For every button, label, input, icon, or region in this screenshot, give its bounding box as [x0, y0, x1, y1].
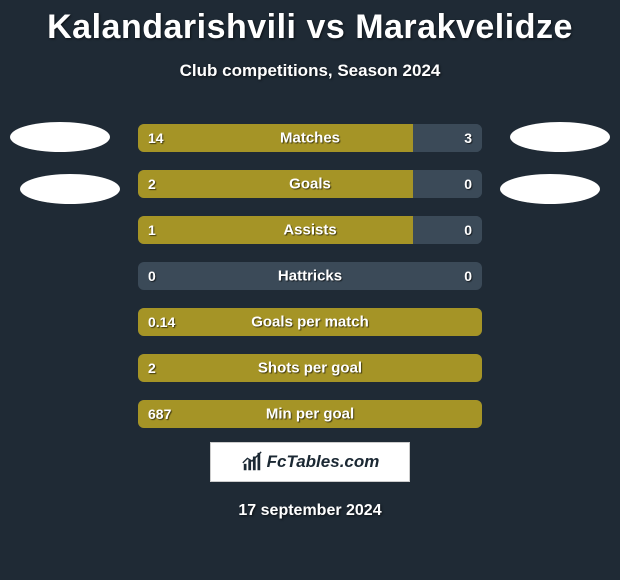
- player2-photo-bottom: [500, 174, 600, 204]
- stat-row: 14 3 Matches: [138, 124, 482, 152]
- date-label: 17 september 2024: [238, 502, 381, 520]
- stat-value-left: 14: [148, 130, 164, 146]
- stat-row: 2 Shots per goal: [138, 354, 482, 382]
- stat-value-left: 2: [148, 176, 156, 192]
- stats-container: 14 3 Matches 2 0 Goals 1 0 Assists 0 0 Hattricks 0.1…: [138, 124, 482, 446]
- stat-label: Goals: [289, 176, 331, 193]
- player1-photo-bottom: [20, 174, 120, 204]
- stat-label: Min per goal: [266, 406, 354, 423]
- stat-value-right: 0: [464, 268, 472, 284]
- stat-row: 0.14 Goals per match: [138, 308, 482, 336]
- stat-bar-left: [138, 124, 413, 152]
- player1-photo-top: [10, 122, 110, 152]
- stat-value-left: 0: [148, 268, 156, 284]
- subtitle: Club competitions, Season 2024: [0, 61, 620, 81]
- stat-label: Hattricks: [278, 268, 342, 285]
- chart-icon: [241, 451, 263, 473]
- stat-value-left: 2: [148, 360, 156, 376]
- stat-value-right: 0: [464, 222, 472, 238]
- stat-bar-left: [138, 170, 413, 198]
- stat-label: Assists: [283, 222, 336, 239]
- stat-value-left: 1: [148, 222, 156, 238]
- stat-value-left: 687: [148, 406, 171, 422]
- stat-value-right: 0: [464, 176, 472, 192]
- logo-text: FcTables.com: [267, 452, 380, 472]
- stat-bar-left: [138, 216, 413, 244]
- stat-row: 687 Min per goal: [138, 400, 482, 428]
- stat-label: Goals per match: [251, 314, 369, 331]
- stat-row: 1 0 Assists: [138, 216, 482, 244]
- player2-photo-top: [510, 122, 610, 152]
- stat-value-left: 0.14: [148, 314, 175, 330]
- page-title: Kalandarishvili vs Marakvelidze: [0, 0, 620, 47]
- stat-label: Shots per goal: [258, 360, 362, 377]
- stat-value-right: 3: [464, 130, 472, 146]
- stat-row: 2 0 Goals: [138, 170, 482, 198]
- fctables-logo[interactable]: FcTables.com: [210, 442, 410, 482]
- stat-label: Matches: [280, 130, 340, 147]
- stat-row: 0 0 Hattricks: [138, 262, 482, 290]
